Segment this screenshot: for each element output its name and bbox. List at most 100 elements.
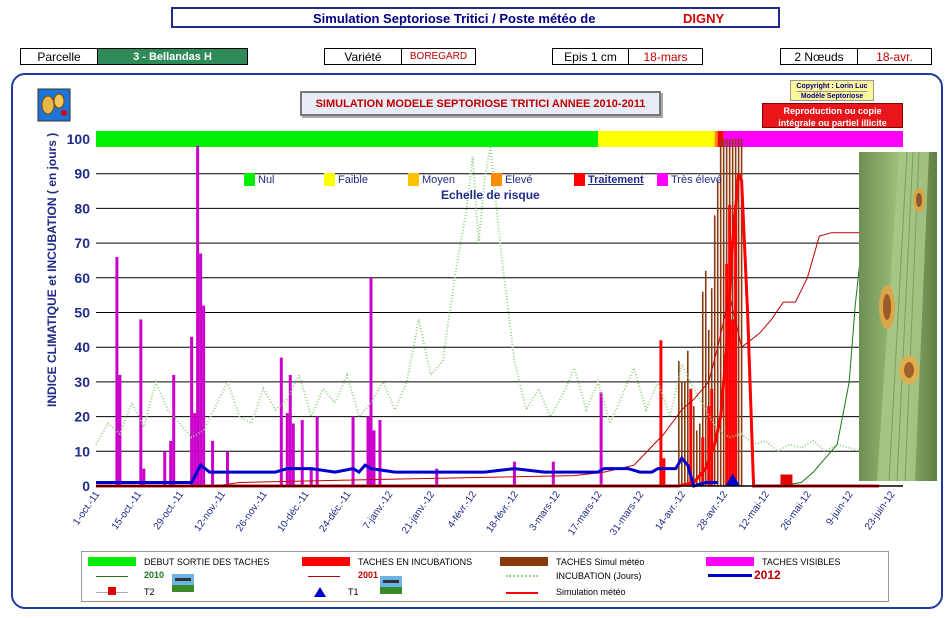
bar-taches-en-incubations-8	[731, 319, 735, 486]
variete-value: BOREGARD	[401, 48, 476, 65]
bar-taches-visibles-14	[279, 357, 283, 486]
y-tick-label: 40	[74, 339, 90, 355]
y-tick-label: 70	[74, 235, 90, 251]
x-tick-label: 1-oct.-11	[71, 489, 102, 527]
series-line-2001	[96, 232, 880, 487]
bar-taches-simul-m-t-o-5	[692, 406, 695, 486]
noeuds-label: 2 Nœuds	[780, 48, 858, 65]
bar-taches-visibles-2	[139, 319, 143, 486]
bar-taches-simul-m-t-o-0	[678, 361, 680, 486]
legend-swatch-debut	[88, 557, 136, 566]
bar-taches-simul-m-t-o-3	[687, 350, 689, 486]
legend-line-2010	[96, 576, 128, 577]
chart-title: SIMULATION MODELE SEPTORIOSE TRITICI ANN…	[300, 91, 661, 116]
epis-value: 18-mars	[628, 48, 703, 65]
title-text: Simulation Septoriose Tritici / Poste mé…	[313, 11, 596, 26]
risk-band-4	[723, 131, 903, 147]
risk-label-3: Elevé	[505, 174, 533, 186]
bar-taches-visibles-28	[551, 461, 555, 486]
risk-label-5: Très élevé	[671, 174, 722, 186]
risk-label-4: Traitement	[588, 174, 644, 186]
bar-taches-visibles-13	[226, 451, 230, 486]
y-tick-label: 50	[74, 305, 90, 321]
legend-2001: 2001	[358, 570, 379, 580]
risk-label-0: Nul	[258, 174, 275, 186]
noeuds-value: 18-avr.	[857, 48, 932, 65]
risk-swatch-2	[408, 173, 419, 186]
bar-taches-simul-m-t-o-6	[695, 430, 698, 486]
series-line-simulation-m-t-o	[96, 173, 880, 488]
legend-swatch-simul	[500, 557, 548, 566]
bar-taches-visibles-17	[291, 423, 295, 486]
bar-taches-visibles-26	[435, 468, 439, 486]
bar-taches-en-incubations-2	[689, 388, 693, 486]
bar-taches-en-incubations-5	[710, 388, 714, 486]
legend-line-simulation	[506, 592, 538, 594]
copyright-line-1: Copyright : Lorin Luc	[796, 83, 868, 90]
x-tick-label: 10-déc.-11	[276, 489, 312, 534]
x-tick-label: 12-nov.-11	[192, 489, 228, 534]
y-tick-label: 10	[74, 443, 90, 459]
bar-taches-simul-m-t-o-2	[684, 381, 686, 486]
bar-taches-visibles-16	[288, 374, 292, 486]
station-name: DIGNY	[683, 11, 725, 26]
bar-taches-en-incubations-6	[725, 263, 729, 486]
bar-taches-visibles-8	[193, 413, 197, 486]
risk-label-2: Moyen	[422, 174, 456, 186]
wheat-logo-icon	[37, 88, 71, 122]
bar-taches-visibles-12	[211, 440, 215, 486]
risk-swatch-0	[244, 173, 255, 186]
legend-marker-t2	[108, 587, 116, 595]
epis-label: Epis 1 cm	[552, 48, 629, 65]
y-tick-label: 0	[82, 478, 90, 494]
legend-marker-t1	[314, 587, 326, 597]
risk-swatch-1	[324, 173, 335, 186]
x-tick-label: 14-avr.-12	[653, 489, 688, 533]
reproduction-line-2: intégrale ou partiel illicite	[778, 118, 887, 128]
parcelle-label: Parcelle	[20, 48, 98, 65]
risk-swatch-3	[491, 173, 502, 186]
risk-band-1	[598, 131, 715, 147]
x-tick-label: 21-janv.-12	[400, 489, 438, 536]
bar-taches-visibles-3	[142, 468, 146, 486]
series-legend: DEBUT SORTIE DES TACHES TACHES EN INCUBA…	[81, 551, 889, 602]
x-tick-label: 12-mai-12	[737, 489, 772, 533]
risk-label-1: Faible	[338, 174, 368, 186]
y-tick-label: 20	[74, 409, 90, 425]
title-banner: Simulation Septoriose Tritici / Poste mé…	[171, 7, 780, 28]
reproduction-line-1: Reproduction ou copie	[783, 106, 882, 116]
x-tick-label: 15-oct.-11	[110, 489, 145, 532]
x-tick-label: 31-mars-12	[608, 489, 647, 538]
x-tick-label: 29-oct.-11	[152, 489, 187, 532]
variete-label: Variété	[324, 48, 402, 65]
bar-taches-simul-m-t-o-12	[713, 215, 716, 486]
bar-taches-visibles-9	[196, 145, 200, 486]
bar-taches-simul-m-t-o-1	[681, 381, 683, 486]
x-tick-label: 24-déc.-11	[318, 489, 354, 534]
bar-taches-simul-m-t-o-14	[719, 139, 722, 486]
bar-taches-simul-m-t-o-21	[740, 139, 743, 486]
sprayer-icon-2	[380, 576, 402, 594]
bar-taches-en-incubations-7	[728, 204, 732, 486]
bar-taches-en-incubations-4	[707, 406, 711, 486]
bar-taches-visibles-20	[315, 416, 319, 486]
bar-taches-visibles-27	[512, 461, 516, 486]
bar-taches-visibles-11	[202, 305, 206, 486]
bar-taches-visibles-15	[285, 413, 289, 486]
bar-taches-simul-m-t-o-15	[722, 139, 725, 486]
bar-taches-visibles-24	[372, 430, 376, 486]
bar-taches-visibles-29	[599, 392, 603, 486]
x-tick-label: 7-janv.-12	[361, 489, 395, 531]
bar-taches-visibles-21	[351, 416, 355, 486]
legend-visibles: TACHES VISIBLES	[762, 557, 841, 567]
bar-taches-visibles-23	[369, 277, 373, 486]
bar-taches-en-incubations-3	[701, 437, 705, 486]
series-line-2012	[96, 455, 718, 488]
x-tick-label: 26-mai-12	[779, 489, 814, 533]
bar-taches-visibles-5	[169, 440, 173, 486]
bar-taches-en-incubations-0	[659, 340, 663, 486]
legend-incub: TACHES EN INCUBATIONS	[358, 557, 473, 567]
legend-swatch-visibles	[706, 557, 754, 566]
y-tick-label: 90	[74, 166, 90, 182]
bar-taches-visibles-4	[163, 451, 167, 486]
